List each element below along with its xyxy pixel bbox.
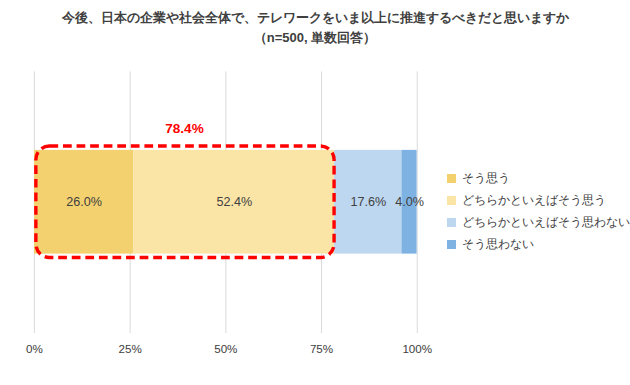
svg-text:26.0%: 26.0%: [66, 195, 102, 209]
html-text:そう思う: そう思う: [462, 170, 510, 185]
svg-text:50%: 50%: [214, 342, 237, 355]
html-text:どちらかといえばそう思わない: どちらかといえばそう思わない: [462, 214, 630, 229]
svg-text:25%: 25%: [118, 342, 141, 355]
html-text:どちらかといえばそう思う: どちらかといえばそう思う: [462, 192, 606, 207]
svg-text:75%: 75%: [310, 342, 333, 355]
svg-text:4.0%: 4.0%: [395, 195, 424, 209]
svg-text:78.4%: 78.4%: [165, 121, 203, 136]
svg-text:0%: 0%: [26, 342, 43, 355]
html-text:（n=500, 単数回答）: （n=500, 単数回答）: [253, 30, 377, 45]
html-text:そう思わない: そう思わない: [462, 236, 534, 251]
svg-text:17.6%: 17.6%: [350, 195, 386, 209]
svg-text:52.4%: 52.4%: [216, 195, 252, 209]
html-text:今後、日本の企業や社会全体で、テレワークをいま以上に推進する: 今後、日本の企業や社会全体で、テレワークをいま以上に推進するべきだと思いますか: [61, 10, 569, 25]
svg-text:100%: 100%: [402, 342, 432, 355]
